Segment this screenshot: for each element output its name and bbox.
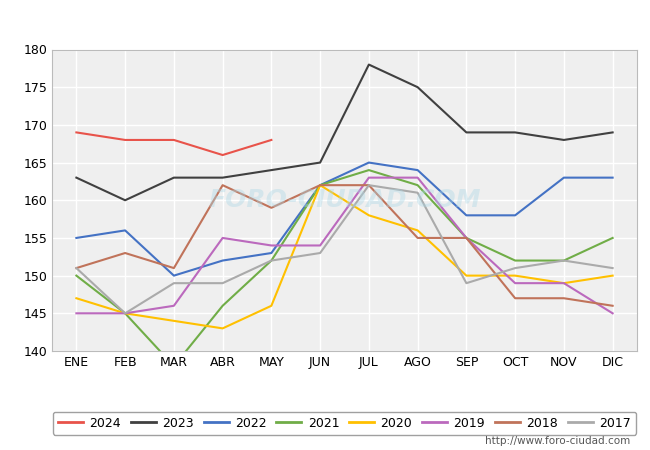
Text: FORO-CIUDAD.COM: FORO-CIUDAD.COM <box>208 188 481 212</box>
Legend: 2024, 2023, 2022, 2021, 2020, 2019, 2018, 2017: 2024, 2023, 2022, 2021, 2020, 2019, 2018… <box>53 411 636 435</box>
Text: http://www.foro-ciudad.com: http://www.foro-ciudad.com <box>486 436 630 446</box>
Text: Afiliados en Uncastillo a 31/5/2024: Afiliados en Uncastillo a 31/5/2024 <box>168 11 482 29</box>
